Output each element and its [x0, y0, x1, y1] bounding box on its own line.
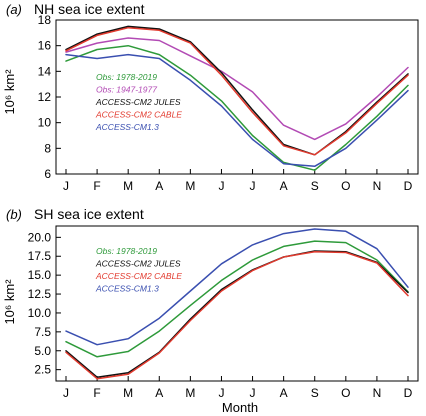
nh-y-tick-label: 8	[44, 141, 51, 155]
sh-x-tick-label: S	[311, 386, 319, 400]
nh-series-line-4	[65, 26, 409, 156]
sh-x-tick-label: F	[93, 386, 100, 400]
nh-series-line-1	[65, 44, 409, 171]
nh-series-line-3	[65, 25, 409, 156]
nh-y-tick-label: 6	[44, 167, 51, 181]
nh-x-tick-label: D	[404, 179, 413, 193]
sh-legend-entry: ACCESS-CM2 CABLE	[95, 271, 182, 281]
nh-x-tick-label: M	[185, 179, 195, 193]
nh-legend-entry: Obs: 1947-1977	[96, 85, 157, 95]
nh-x-tick-label: A	[280, 179, 288, 193]
sh-legend-entry: Obs: 1978-2019	[96, 246, 157, 256]
sh-y-tick-label: 12.5	[28, 287, 52, 301]
nh-x-tick-label: O	[341, 179, 350, 193]
nh-x-tick-label: A	[155, 179, 163, 193]
sh-x-tick-label: D	[404, 386, 413, 400]
nh-panel-letter: (a)	[6, 2, 22, 17]
sh-x-tick-label: M	[185, 386, 195, 400]
nh-panel-title: NH sea ice extent	[34, 1, 145, 17]
nh-panel: (a) NH sea ice extent 10⁶ km² 6 8 10 12 14 16…	[2, 1, 419, 193]
sh-panel-title: SH sea ice extent	[34, 206, 144, 222]
sh-y-axis-label: 10⁶ km²	[2, 279, 17, 325]
nh-series-line-2	[65, 37, 409, 141]
nh-y-tick-label: 16	[38, 39, 52, 53]
sh-y-tick-label: 7.5	[34, 325, 51, 339]
sh-x-tick-label: A	[155, 386, 163, 400]
sh-x-tick-label: O	[341, 386, 350, 400]
sh-legend-entry: ACCESS-CM2 JULES	[95, 259, 181, 269]
sh-y-tick-label: 2.5	[34, 363, 51, 377]
nh-x-tick-label: J	[250, 179, 256, 193]
sh-series-line-4	[65, 228, 409, 346]
nh-legend-entry: ACCESS-CM1.3	[95, 122, 159, 132]
nh-legend-entry: ACCESS-CM2 JULES	[95, 97, 181, 107]
sh-legend-entry: ACCESS-CM1.3	[95, 284, 159, 294]
nh-y-tick-label: 12	[38, 90, 52, 104]
nh-legend-entry: ACCESS-CM2 CABLE	[95, 110, 182, 120]
nh-x-tick-label: S	[311, 179, 319, 193]
sh-y-tick-label: 10.0	[28, 306, 52, 320]
nh-legend-entry: Obs: 1978-2019	[96, 72, 157, 82]
sh-x-tick-label: A	[280, 386, 288, 400]
nh-y-tick-label: 10	[38, 116, 52, 130]
sh-y-tick-label: 15.0	[28, 268, 52, 282]
sh-plot-frame	[55, 225, 419, 382]
sh-x-tick-label: J	[218, 386, 224, 400]
nh-series-line-5	[65, 53, 409, 168]
sh-panel: (b) SH sea ice extent 10⁶ km² 2.5 5.0 7.5 1…	[2, 206, 419, 400]
sh-x-tick-label: M	[123, 386, 133, 400]
nh-y-axis-label: 10⁶ km²	[2, 69, 17, 115]
nh-x-tick-label: J	[63, 179, 69, 193]
x-axis-label: Month	[222, 400, 258, 415]
sh-x-tick-label: N	[373, 386, 382, 400]
nh-y-tick-label: 18	[38, 13, 52, 27]
sh-x-tick-label: J	[63, 386, 69, 400]
sh-series-line-1	[65, 240, 409, 358]
sh-x-tick-label: J	[250, 386, 256, 400]
nh-y-tick-label: 14	[38, 64, 52, 78]
sh-y-tick-label: 17.5	[28, 249, 52, 263]
sh-y-tick-label: 5.0	[34, 344, 51, 358]
nh-x-tick-label: N	[373, 179, 382, 193]
nh-x-tick-label: M	[123, 179, 133, 193]
sh-y-tick-label: 20.0	[28, 230, 52, 244]
nh-x-tick-label: F	[93, 179, 100, 193]
sh-series-line-3	[65, 250, 409, 380]
nh-x-tick-label: J	[218, 179, 224, 193]
sh-panel-letter: (b)	[6, 207, 22, 222]
